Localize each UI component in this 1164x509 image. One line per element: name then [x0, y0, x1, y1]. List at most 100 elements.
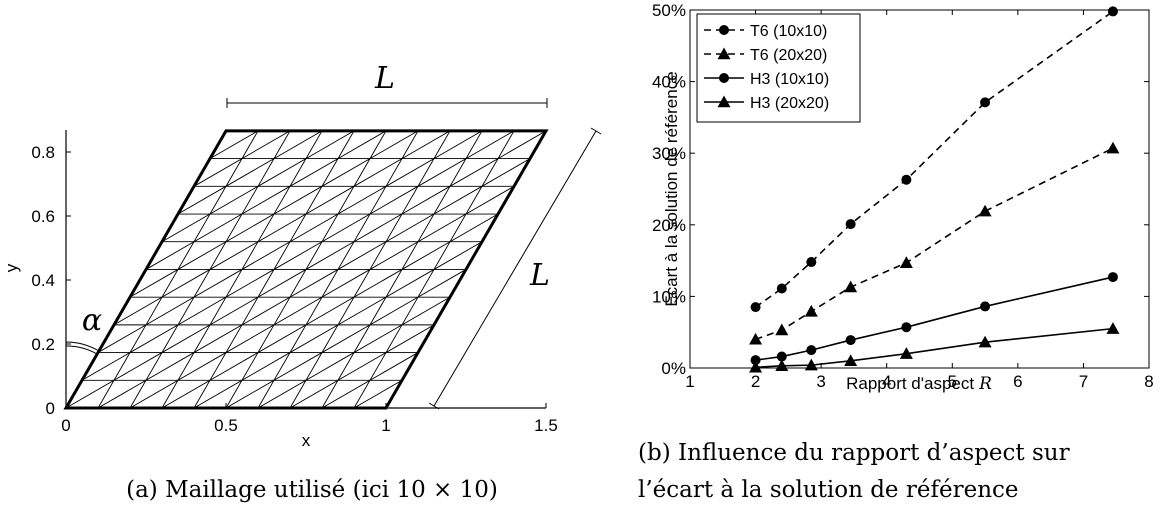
- mesh-diagonal: [209, 296, 259, 326]
- angle-label-alpha: α: [82, 303, 102, 338]
- mesh-diagonal: [337, 296, 387, 326]
- legend-label: H3 (10x10): [750, 71, 829, 88]
- data-point: [775, 323, 789, 336]
- length-dimension-side-tick: [590, 127, 602, 135]
- mesh-y-tick-label: 0.6: [31, 207, 55, 226]
- mesh-y-ticks: 0 0.2 0.4 0.6 0.8: [31, 143, 71, 418]
- mesh-diagonal: [417, 213, 467, 243]
- chart-y-tick-label: 0%: [661, 359, 686, 378]
- chart-x-tick-label: 2: [751, 372, 760, 391]
- mesh-diagonal: [353, 213, 403, 243]
- mesh-border: [63, 129, 549, 410]
- mesh-diagonal: [273, 296, 323, 326]
- chart-y-tick-label: 40%: [652, 73, 686, 92]
- mesh-diagonal: [449, 158, 499, 187]
- mesh-diagonal: [241, 352, 291, 381]
- data-point: [804, 358, 818, 371]
- mesh-diagonal: [225, 269, 275, 298]
- mesh-diagonal: [241, 130, 291, 159]
- data-point: [750, 302, 761, 313]
- series-3: [750, 272, 1118, 366]
- mesh-diagonal: [369, 185, 419, 215]
- data-point: [899, 256, 913, 268]
- mesh-diagonal: [177, 296, 227, 326]
- mesh-diagonal: [273, 130, 323, 159]
- data-point: [845, 335, 856, 346]
- series-1: [750, 6, 1118, 313]
- mesh-diagonal: [257, 324, 307, 353]
- mesh-diagonal: [225, 379, 275, 409]
- legend-label: T6 (20x20): [750, 47, 827, 64]
- mesh-diagonal: [161, 379, 211, 409]
- mesh-diagonal: [433, 185, 483, 215]
- mesh-x-tick-label: 1: [381, 416, 390, 435]
- mesh-x-tick-label: 0: [61, 416, 70, 435]
- mesh-diagonal: [321, 324, 371, 353]
- legend-marker: [719, 25, 729, 35]
- mesh-diagonal: [193, 213, 243, 243]
- mesh-diagonal: [161, 213, 211, 243]
- mesh-diagonal: [481, 158, 531, 187]
- chart-y-axis-label: Ecart à la solution de référence: [662, 71, 681, 306]
- mesh-diagonal: [113, 352, 163, 381]
- mesh-diagonal: [193, 269, 243, 298]
- mesh-diagonal: [113, 296, 163, 326]
- mesh-diagonal: [369, 352, 419, 381]
- mesh-diagonal: [497, 130, 547, 159]
- mesh-diagonal: [225, 324, 275, 353]
- mesh-diagonal: [193, 379, 243, 409]
- data-point: [776, 283, 787, 294]
- mesh-diagonal: [161, 269, 211, 298]
- chart-x-axis-symbol: R: [978, 374, 992, 394]
- mesh-diagonal: [241, 241, 291, 270]
- legend: T6 (10x10) T6 (20x20) H3 (10x10) H3 (20x20): [696, 13, 861, 123]
- chart-x-tick-label: 3: [816, 372, 825, 391]
- data-point: [750, 355, 761, 366]
- data-point: [980, 301, 991, 312]
- data-point: [804, 304, 818, 317]
- mesh-diagonal: [225, 213, 275, 243]
- data-point: [1107, 6, 1118, 17]
- mesh-x-tick-label: 1.5: [534, 416, 558, 435]
- mesh-diagonal: [401, 185, 451, 215]
- data-point: [749, 332, 763, 345]
- mesh-diagonal: [417, 158, 467, 187]
- data-point: [806, 345, 817, 356]
- data-point: [1107, 272, 1118, 283]
- mesh-diagonal: [225, 158, 275, 187]
- mesh-diagonal: [129, 324, 179, 353]
- mesh-diagonal: [177, 352, 227, 381]
- mesh-diagonal: [177, 185, 227, 215]
- mesh-diagonal: [209, 352, 259, 381]
- mesh-diagonal: [81, 352, 131, 381]
- legend-marker: [717, 47, 731, 60]
- mesh-diagonal: [465, 130, 515, 159]
- mesh-diagonal: [385, 213, 435, 243]
- mesh-diagonal: [305, 352, 355, 381]
- data-point: [899, 347, 913, 359]
- chart-x-tick-label: 4: [882, 372, 891, 391]
- caption-b-line2: l’écart à la solution de référence: [638, 477, 1019, 503]
- series-2: [749, 141, 1120, 345]
- length-dimension-side: [433, 130, 597, 407]
- legend-label: T6 (10x10): [750, 23, 827, 40]
- mesh-diagonal: [145, 241, 195, 270]
- chart-y-tick-label: 10%: [652, 287, 686, 306]
- chart-y-tick-label: 50%: [652, 1, 686, 20]
- chart-x-tick-label: 1: [685, 372, 694, 391]
- length-dimension-side-tick: [428, 402, 440, 410]
- mesh-diagonal: [369, 296, 419, 326]
- mesh-x-axis-label: x: [302, 431, 311, 450]
- mesh-diagonal: [161, 324, 211, 353]
- mesh-diagonal: [289, 213, 339, 243]
- mesh-diagonal: [289, 379, 339, 409]
- mesh-diagonal: [209, 130, 259, 159]
- data-point: [844, 354, 858, 367]
- mesh-diagonal: [273, 352, 323, 381]
- mesh-diagonal: [353, 324, 403, 353]
- line-chart: 1 2 3 4 5 6 7 80%10%20%30%40%50% T6 (10x10)T6 (…: [638, 1, 1154, 503]
- mesh-diagonal: [433, 241, 483, 270]
- mesh-diagonal: [257, 269, 307, 298]
- mesh-triangulation: [65, 130, 547, 409]
- mesh-diagonal: [97, 379, 147, 409]
